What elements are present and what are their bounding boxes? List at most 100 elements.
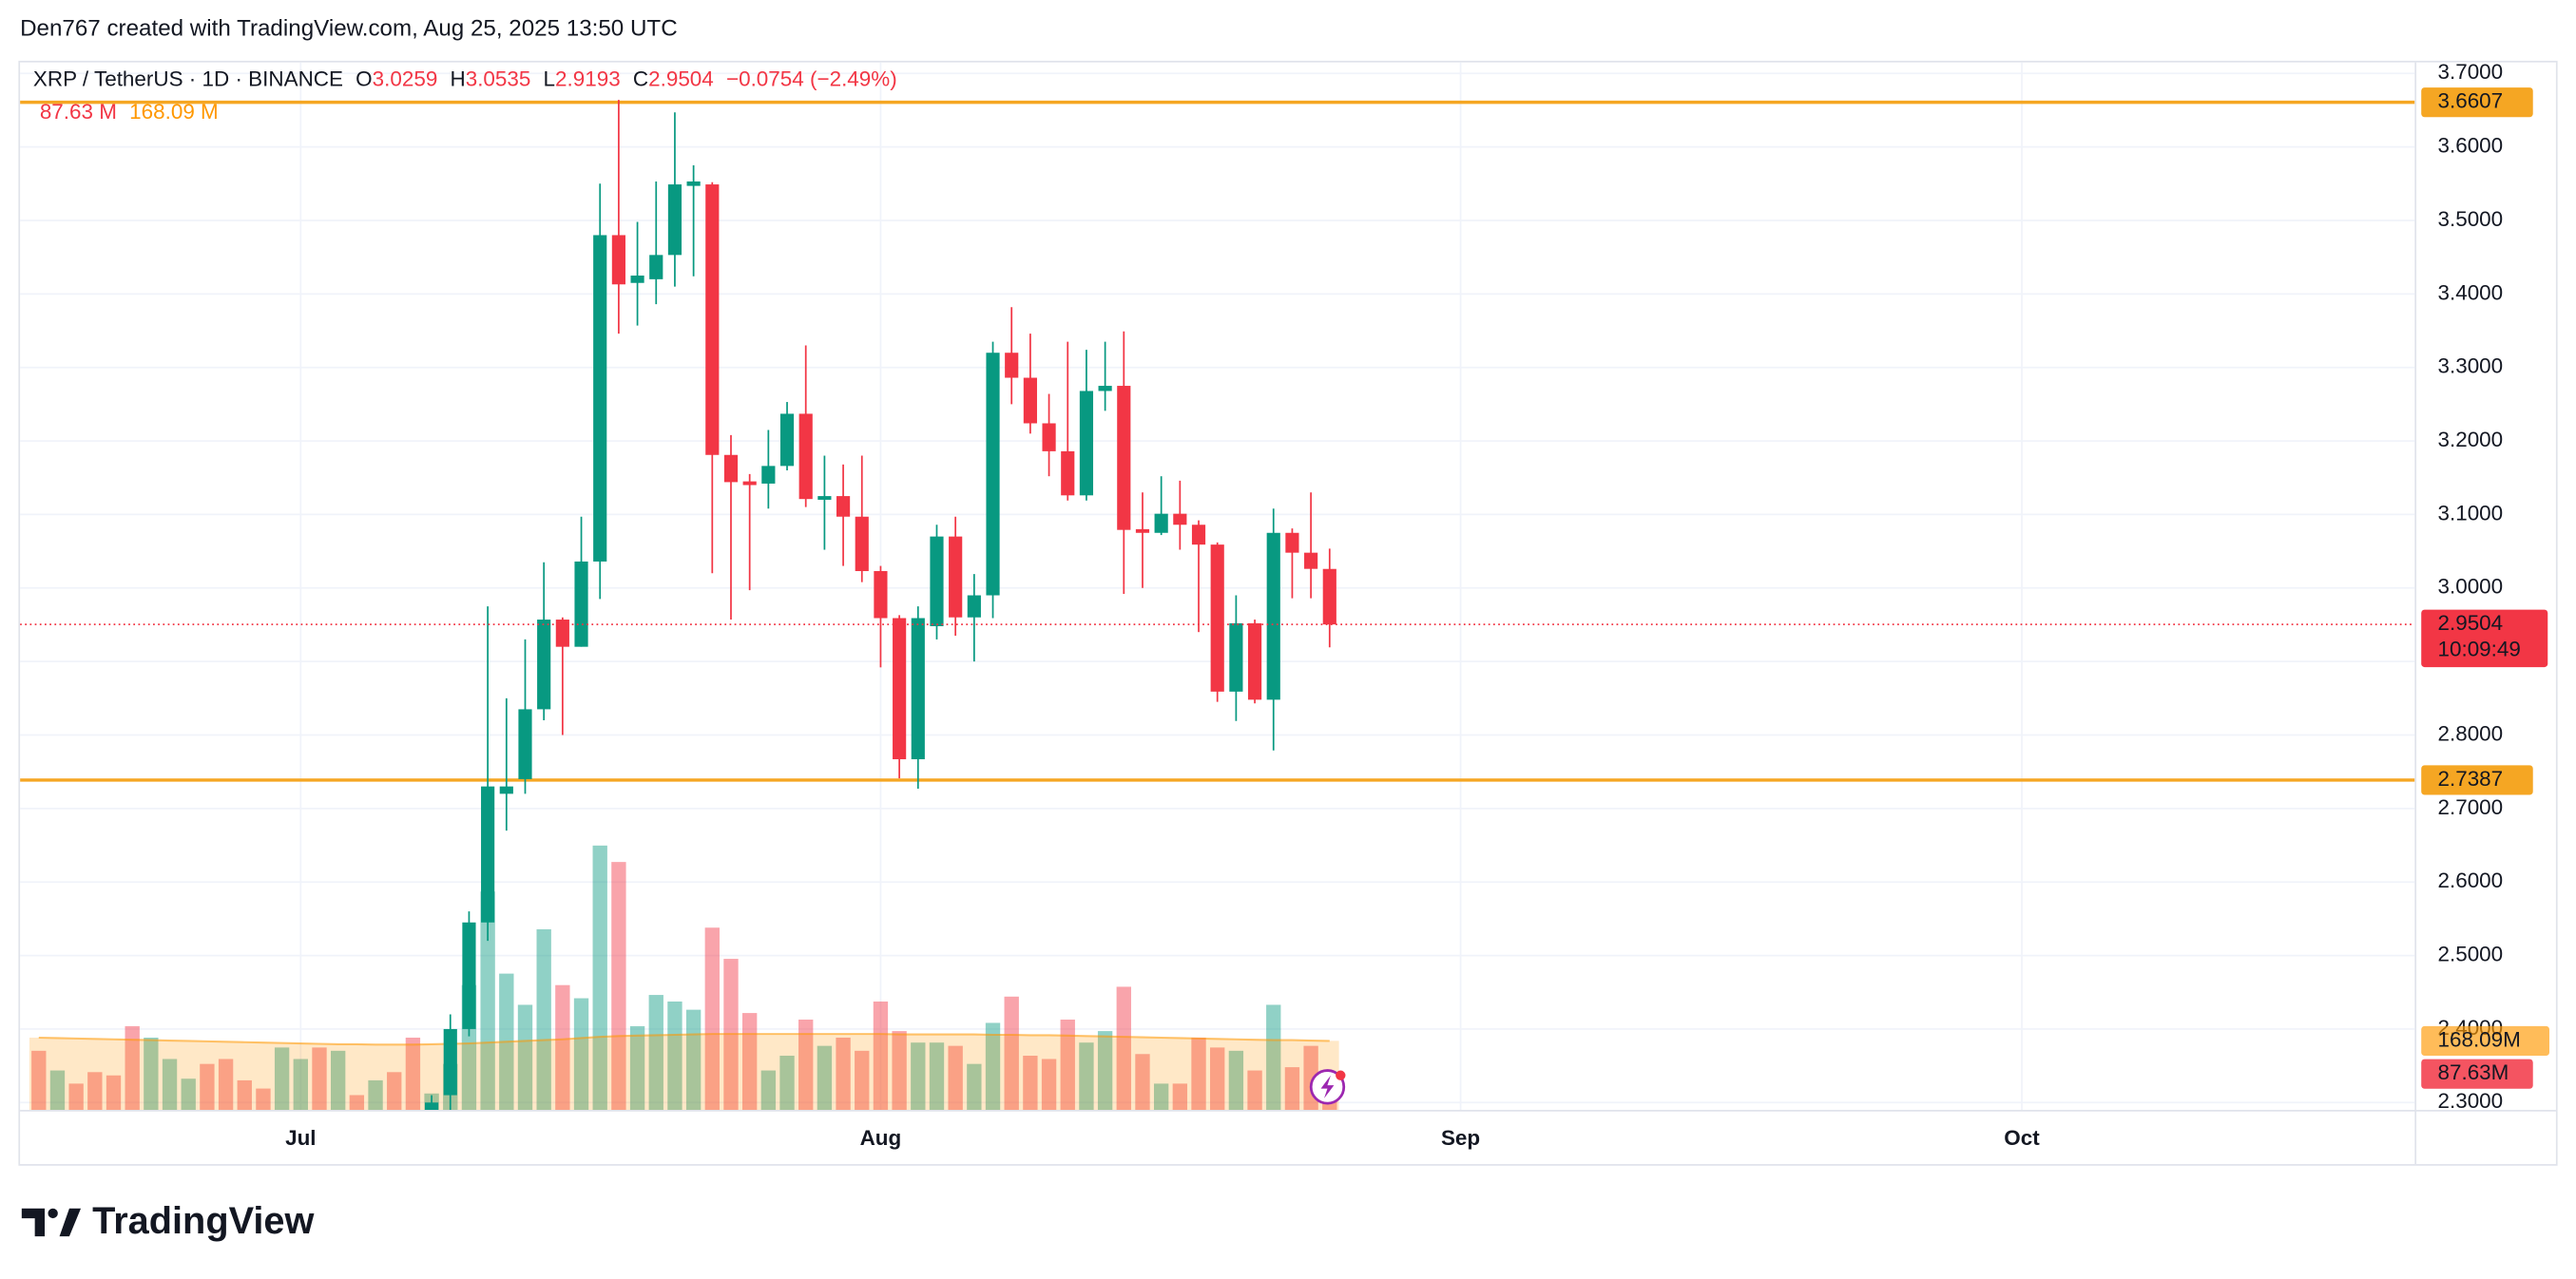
volume-bar	[555, 984, 570, 1111]
candle-body	[555, 620, 569, 647]
candle-body	[893, 618, 907, 760]
volume-badge	[2421, 1059, 2533, 1089]
volume-bar	[1060, 1019, 1075, 1111]
y-tick-label: 3.6000	[2437, 134, 2503, 158]
candle-body	[723, 454, 739, 483]
y-tick-label: 2.8000	[2437, 721, 2503, 745]
volume-bar	[911, 1042, 926, 1111]
volume-ma-line	[38, 1033, 1330, 1046]
volume-bar	[836, 1038, 851, 1111]
volume-bar	[162, 1059, 178, 1111]
candle-body	[1304, 552, 1318, 569]
ohlc-value: 3.0259	[373, 67, 438, 91]
candle-body	[611, 235, 625, 285]
ohlc-value: 3.0535	[466, 67, 531, 91]
volume-bar	[741, 1013, 758, 1111]
y-tick-label: 3.4000	[2437, 280, 2503, 304]
ohlc-letter: C	[633, 67, 648, 91]
volume-bar	[312, 1047, 327, 1111]
volume-bar	[256, 1088, 271, 1111]
volume-bar	[1210, 1047, 1225, 1111]
x-tick-label: Oct	[2004, 1126, 2040, 1150]
volume-bar	[817, 1045, 833, 1111]
candle-body	[537, 620, 551, 710]
chart-frame	[18, 60, 2558, 1166]
candle-body	[443, 1028, 457, 1096]
volume-bar	[1191, 1038, 1206, 1111]
volume-bar	[368, 1079, 383, 1111]
volume-pane	[29, 845, 1339, 1111]
volume-bar	[1172, 1083, 1188, 1111]
candle-body	[1023, 377, 1037, 424]
level-badge	[2421, 87, 2533, 118]
candle-body	[1266, 532, 1280, 700]
volume-bar	[144, 1038, 159, 1111]
level-badge-label: 2.7387	[2437, 767, 2503, 791]
legend-volume: 87.63 M 168.09 M	[40, 100, 219, 124]
volume-bar	[200, 1063, 215, 1111]
y-tick-label: 3.3000	[2437, 354, 2503, 378]
volume-bar	[31, 1050, 47, 1111]
volume-bar	[1135, 1054, 1150, 1111]
candle-body	[967, 595, 981, 618]
candle-body	[1247, 622, 1262, 700]
level-badge	[2421, 765, 2533, 795]
x-tick-label: Sep	[1441, 1126, 1480, 1150]
volume-bar	[1266, 1004, 1281, 1111]
volume-bar	[760, 1070, 777, 1111]
candle-body	[462, 922, 476, 1029]
candle-body	[836, 496, 851, 517]
y-tick-label: 2.6000	[2437, 869, 2503, 892]
ohlc-value: 2.9504	[648, 67, 714, 91]
ohlc-letter: H	[450, 67, 465, 91]
candle-body	[1005, 353, 1019, 378]
candle-body	[574, 561, 588, 647]
volume-bar	[1004, 996, 1019, 1111]
volume-bar	[49, 1070, 66, 1111]
volume-ma-badge	[2421, 1025, 2549, 1056]
candle-body	[1210, 544, 1224, 692]
volume-bar	[611, 862, 626, 1111]
volume-bar	[648, 995, 663, 1111]
candle-body	[798, 413, 813, 500]
y-tick-label: 3.0000	[2437, 575, 2503, 599]
volume-bar	[331, 1050, 346, 1111]
candle-body	[855, 516, 869, 571]
volume-bar	[1116, 986, 1131, 1111]
volume-value: 87.63 M	[40, 100, 117, 124]
level-badge-label: 3.6607	[2437, 89, 2503, 113]
candle-body	[424, 1102, 439, 1111]
candle-body	[667, 184, 682, 256]
volume-bar	[1284, 1067, 1300, 1111]
candle-body	[1173, 513, 1187, 525]
y-tick-label: 3.7000	[2437, 60, 2503, 84]
brand-name: TradingView	[92, 1200, 314, 1242]
candle-body	[742, 481, 757, 486]
volume-bar	[1153, 1083, 1169, 1111]
volume-bar	[517, 1004, 533, 1111]
candle-body	[649, 255, 663, 279]
volume-bar	[181, 1079, 196, 1111]
candle-body	[518, 709, 532, 779]
volume-bar	[629, 1025, 645, 1111]
axes: 2.30002.40002.50002.60002.70002.80002.90…	[285, 60, 2549, 1150]
volume-bar	[573, 998, 589, 1111]
legend-ohlc: XRP / TetherUS · 1D · BINANCE O3.0259 H3…	[33, 67, 897, 91]
x-tick-label: Jul	[285, 1126, 316, 1150]
volume-bar	[798, 1019, 814, 1111]
candle-body	[1322, 568, 1336, 625]
candles	[20, 100, 2415, 1111]
ohlc-letter: O	[356, 67, 372, 91]
volume-bar	[293, 1059, 308, 1111]
volume-bar	[1097, 1031, 1113, 1111]
candle-body	[705, 184, 720, 455]
candle-body	[593, 235, 607, 562]
volume-bar	[1023, 1056, 1038, 1111]
candle-body	[630, 276, 644, 283]
volume-ma-area	[29, 1034, 1339, 1111]
volume-bar	[218, 1059, 234, 1111]
attribution: Den767 created with TradingView.com, Aug…	[20, 15, 678, 41]
volume-bar	[125, 1025, 140, 1111]
